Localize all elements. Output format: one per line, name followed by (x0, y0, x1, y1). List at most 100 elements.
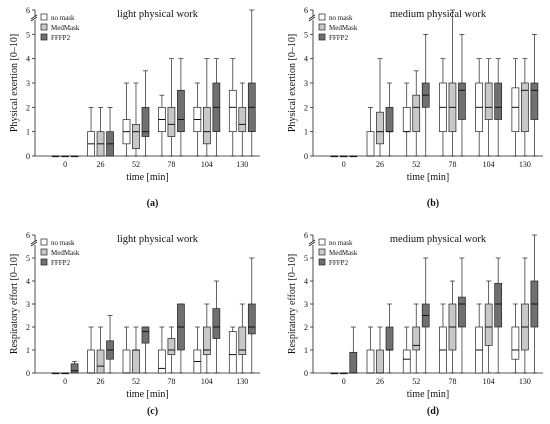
x-tick-label: 52 (412, 377, 420, 386)
x-tick-label: 78 (167, 160, 175, 169)
legend-label: FFFP2 (51, 34, 71, 42)
y-tick-label: 3 (304, 79, 308, 88)
x-tick-label: 26 (376, 377, 384, 386)
y-tick-label: 3 (304, 300, 308, 309)
x-tick-label: 78 (448, 160, 456, 169)
y-tick-label: 5 (304, 254, 308, 263)
legend-swatch (318, 13, 326, 21)
legend-swatch (318, 238, 326, 246)
y-tick-label: 3 (26, 79, 30, 88)
y-tick-label: 4 (304, 277, 308, 286)
box (458, 82, 466, 120)
box (238, 106, 247, 133)
panel-b: 0 1 2 3 4 5 6 0 26 52 78 104 130 medium physical work… (287, 6, 543, 209)
box (402, 349, 411, 374)
axis-break-mark (30, 239, 38, 245)
box (530, 82, 539, 120)
box (494, 282, 503, 328)
box (247, 303, 256, 335)
y-tick-label: 1 (304, 128, 308, 137)
x-tick-label: 26 (97, 160, 105, 169)
x-tick-label: 52 (412, 160, 420, 169)
box (484, 303, 493, 346)
legend-swatch (40, 13, 48, 21)
y-tick-label: 4 (304, 55, 308, 64)
box (366, 131, 375, 157)
y-tick-label: 6 (26, 6, 30, 15)
y-tick-label: 0 (304, 152, 308, 161)
box (376, 349, 384, 374)
y-tick-label: 0 (26, 152, 30, 161)
legend-label: MedMask (51, 249, 80, 257)
x-tick-label: 0 (63, 377, 67, 386)
panel-title: light physical work (117, 9, 199, 20)
box (521, 82, 529, 133)
box (511, 87, 520, 133)
legend-swatch (40, 258, 48, 266)
x-tick-label: 130 (236, 377, 248, 386)
legend-swatch (318, 248, 326, 256)
y-tick-label: 1 (26, 346, 30, 355)
y-tick-label: 6 (304, 6, 308, 15)
box (141, 106, 150, 137)
box (87, 349, 95, 374)
x-tick-label: 130 (236, 160, 248, 169)
axis-break-mark (308, 241, 316, 247)
legend-label: FFFP2 (329, 259, 349, 267)
box (366, 349, 375, 374)
legend-label: no mask (329, 14, 353, 22)
x-tick-label: 104 (201, 160, 213, 169)
y-tick-label: 2 (304, 323, 308, 332)
box (177, 89, 185, 133)
panel-caption: (b) (427, 198, 439, 209)
y-tick-label: 0 (26, 369, 30, 378)
y-tick-label: 5 (26, 254, 30, 263)
legend-swatch (318, 23, 326, 31)
legend-label: FFFP2 (51, 259, 71, 267)
axis-break-mark (308, 14, 316, 20)
legend-swatch (40, 23, 48, 31)
box (167, 338, 176, 355)
legend-swatch (40, 238, 48, 246)
box (402, 106, 411, 133)
legend-swatch (318, 258, 326, 266)
panel-caption: (c) (147, 406, 158, 417)
box (458, 296, 466, 328)
x-tick-label: 104 (201, 377, 213, 386)
x-axis-label: time [min] (407, 389, 450, 400)
panel-title: medium physical work (390, 9, 487, 20)
x-tick-label: 26 (97, 377, 105, 386)
axis-break-mark (30, 16, 38, 22)
x-tick-label: 104 (483, 377, 495, 386)
y-tick-label: 3 (26, 300, 30, 309)
axis-break-mark (308, 16, 316, 22)
box (412, 94, 421, 133)
y-tick-label: 2 (304, 103, 308, 112)
box (412, 326, 421, 351)
y-tick-label: 1 (304, 346, 308, 355)
legend-label: MedMask (51, 24, 80, 32)
panel-a: 0 1 2 3 4 5 6 0 26 52 78 104 130 light physical work t… (9, 6, 260, 209)
x-axis-label: time [min] (126, 389, 169, 400)
legend-swatch (40, 33, 48, 41)
y-tick-label: 4 (26, 277, 30, 286)
x-tick-label: 52 (132, 377, 140, 386)
panel-c: 0 1 2 3 4 5 6 0 26 52 78 104 130 light physical work t… (9, 231, 260, 417)
box (212, 308, 221, 339)
y-axis-label: Respiratory effort [0–10] (9, 254, 20, 354)
y-tick-label: 2 (26, 103, 30, 112)
box (141, 326, 150, 344)
y-tick-label: 2 (26, 323, 30, 332)
axis-break-mark (30, 241, 38, 247)
x-tick-label: 130 (519, 377, 531, 386)
panel-title: light physical work (117, 234, 199, 245)
x-tick-label: 52 (132, 160, 140, 169)
x-tick-label: 78 (167, 377, 175, 386)
panel-caption: (a) (147, 198, 159, 209)
x-axis-label: time [min] (126, 172, 169, 183)
legend-label: no mask (51, 239, 75, 247)
box (385, 326, 394, 351)
y-tick-label: 6 (26, 231, 30, 240)
y-tick-label: 0 (304, 369, 308, 378)
